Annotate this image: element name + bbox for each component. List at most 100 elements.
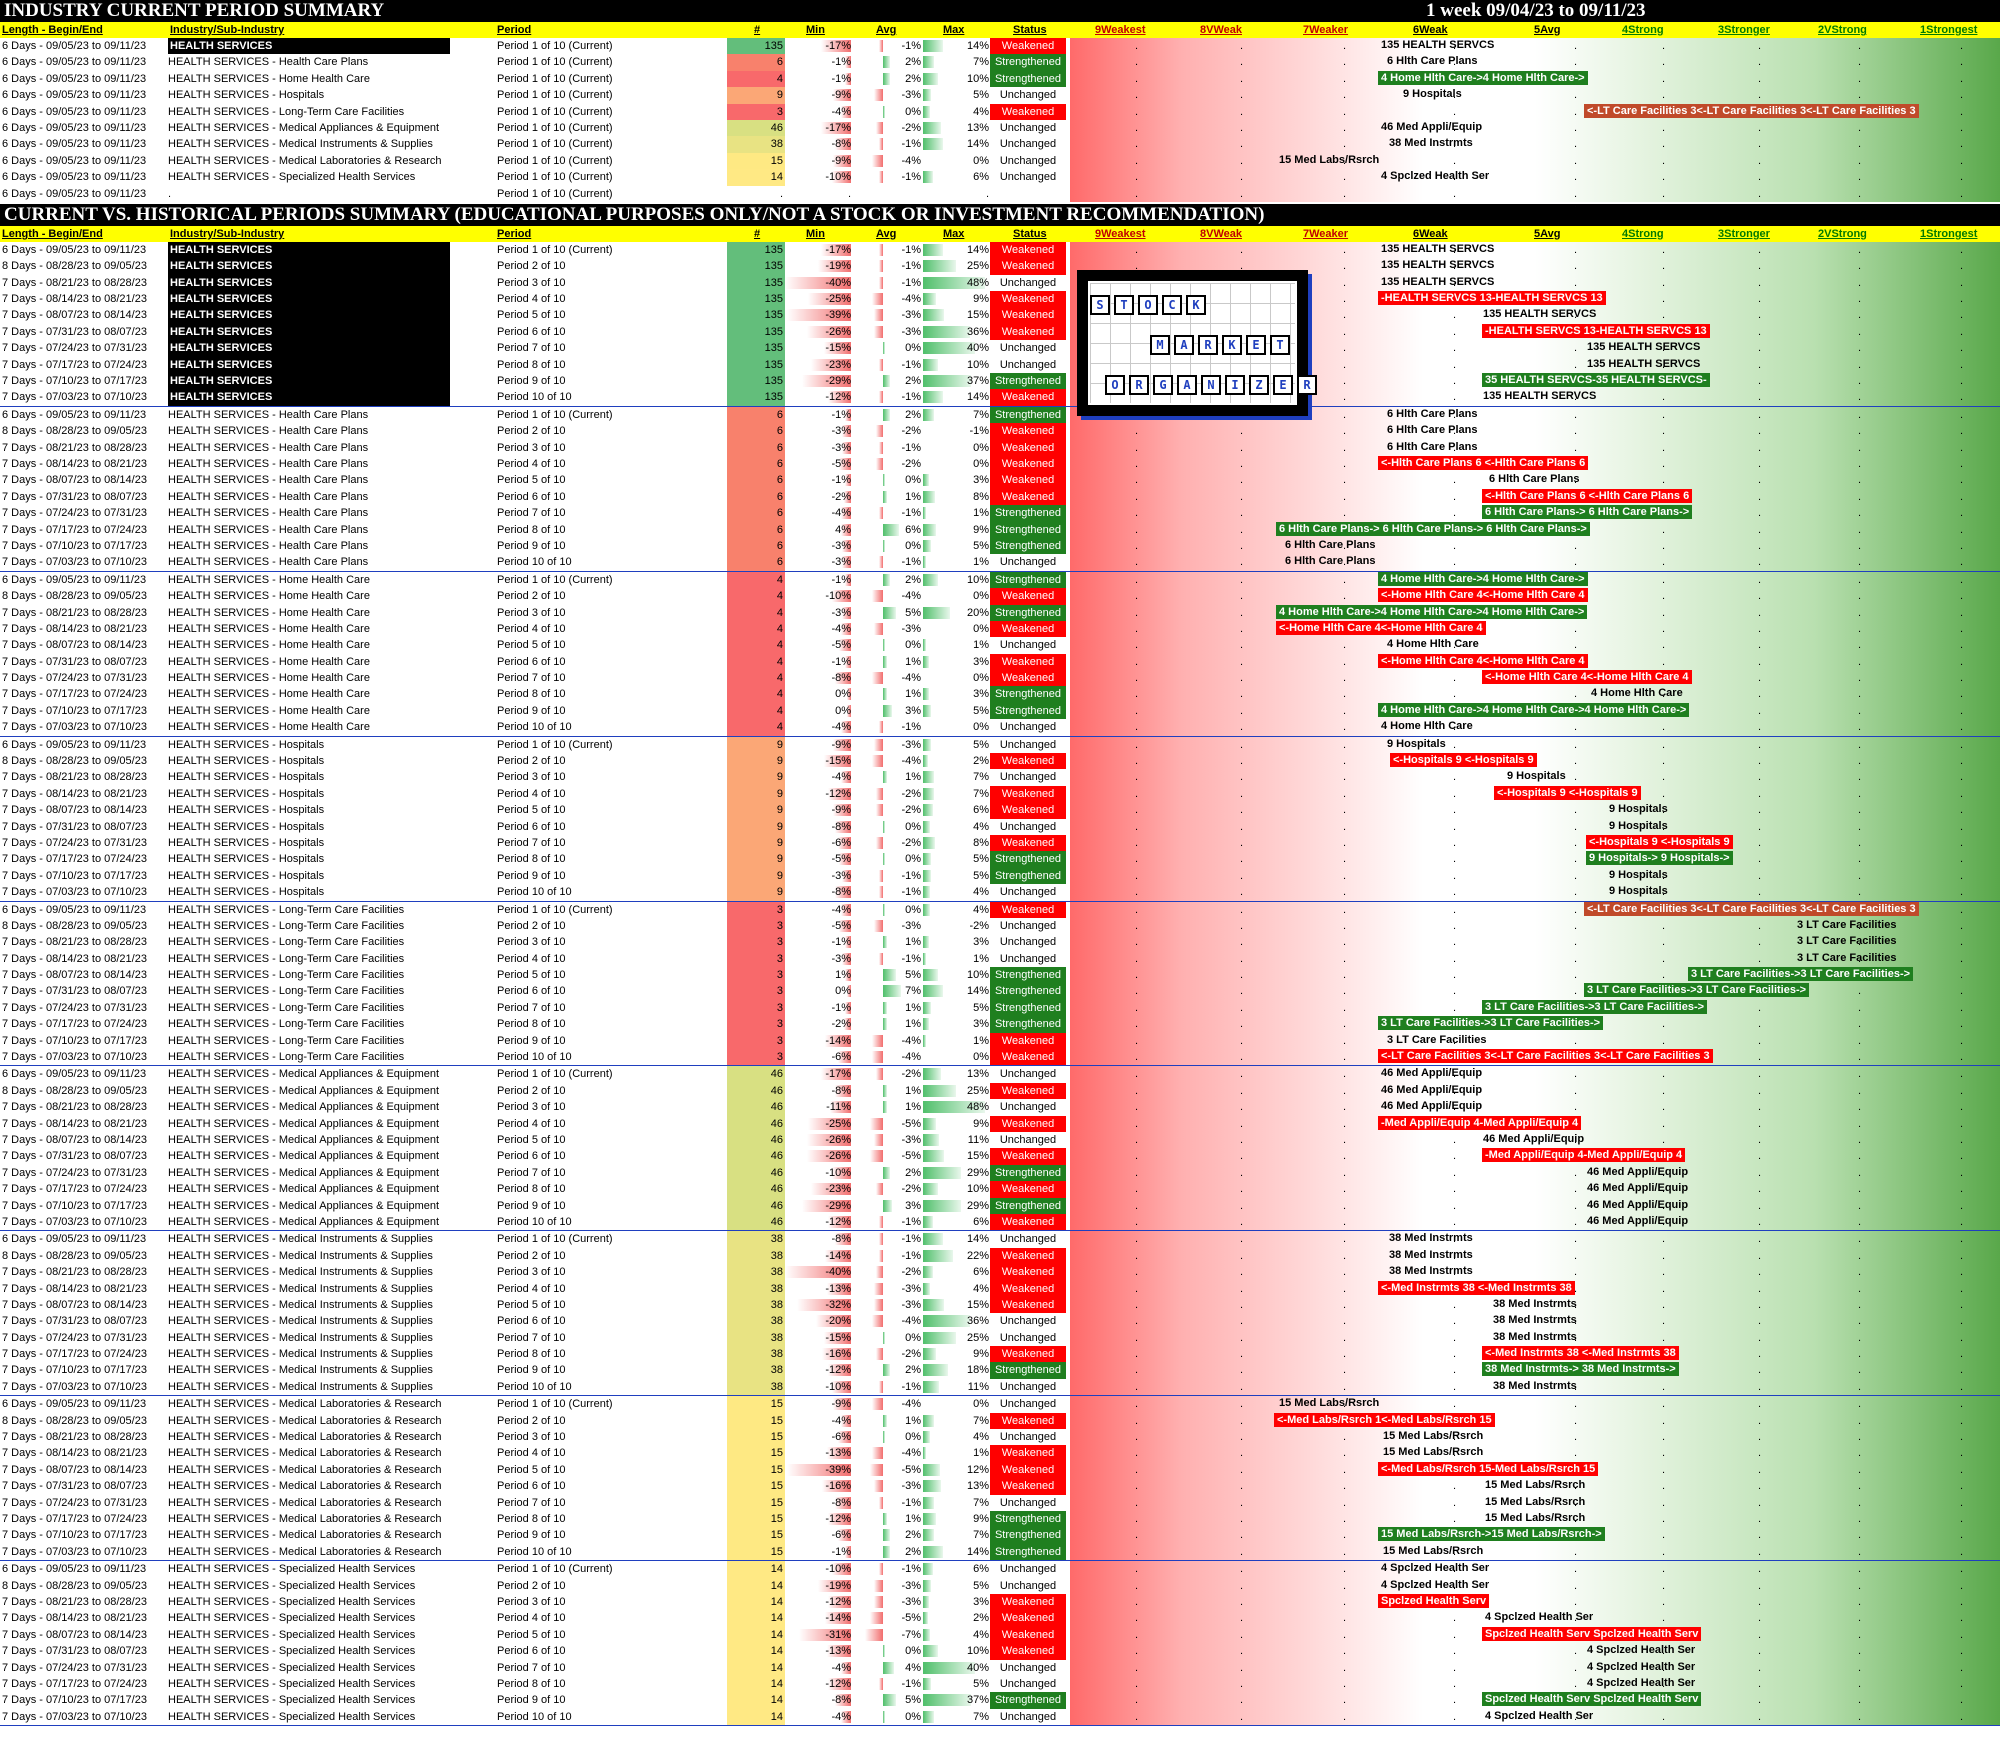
period-length: 7 Days - 08/14/23 to 08/21/23: [2, 622, 147, 635]
count-cell-bg: [727, 1082, 785, 1100]
max-change: 36%: [966, 325, 989, 338]
count-cell-bg: [727, 406, 785, 424]
logo-letter: E: [1246, 335, 1266, 355]
bucket-dot: .: [1343, 1480, 1347, 1493]
bucket-dot: .: [1960, 425, 1964, 438]
count-cell-bg: [727, 1543, 785, 1561]
period-length: 7 Days - 07/03/23 to 07/10/23: [2, 1215, 147, 1228]
period-label: Period 6 of 10: [497, 1480, 566, 1493]
strength-position-label: 9 Hospitals: [1609, 885, 1668, 898]
strength-position-label: 38 Med Instrmts: [1493, 1297, 1577, 1310]
status-badge: Weakened: [990, 1626, 1066, 1644]
bucket-dot: .: [1574, 886, 1578, 899]
bucket-dot: .: [1240, 1298, 1244, 1311]
min-change: -2%: [831, 1018, 851, 1031]
bucket-dot: .: [1453, 1364, 1457, 1377]
bucket-dot: .: [1240, 1018, 1244, 1031]
strength-position-label: 4 Home Hlth Care->4 Home Hlth Care->: [1378, 571, 1588, 586]
max-change: 4%: [973, 1282, 989, 1295]
min-change: -4%: [831, 721, 851, 734]
status-badge: Unchanged: [999, 738, 1057, 751]
max-bar: [923, 342, 975, 355]
stock-count: 135: [764, 293, 783, 306]
table-row: .........6 Days - 09/05/23 to 09/11/23. P…: [0, 185, 2000, 202]
stock-count: 15: [770, 1431, 783, 1444]
avg-change: -3%: [901, 622, 921, 635]
avg-change: -2%: [901, 787, 921, 800]
bucket-dot: .: [1858, 1364, 1862, 1377]
bucket-dots: .........: [1070, 1445, 2000, 1461]
count-cell-bg: [727, 1264, 785, 1281]
status-badge: Unchanged: [999, 121, 1057, 134]
bucket-dot: .: [1343, 358, 1347, 371]
bucket-dot: .: [1574, 985, 1578, 998]
max-change: 20%: [966, 606, 989, 619]
max-bar: [923, 1595, 929, 1608]
bucket-dot: .: [1858, 1315, 1862, 1328]
industry-name: HEALTH SERVICES - Long-Term Care Facilit…: [168, 985, 405, 998]
industry-name: HEALTH SERVICES - Medical Appliances & E…: [168, 1199, 440, 1212]
strength-position-label: 135 HEALTH SERVCS: [1587, 341, 1701, 354]
bucket-dot: .: [1574, 408, 1578, 421]
industry-name: HEALTH SERVICES - Long-Term Care Facilit…: [168, 952, 405, 965]
period-label: Period 3 of 10: [497, 771, 566, 784]
bucket-dot: .: [1574, 804, 1578, 817]
bucket-dot: .: [1858, 1595, 1862, 1608]
strength-position-label: 3 LT Care Facilities->3 LT Care Faciliti…: [1688, 967, 1914, 982]
avg-bar: [876, 1183, 883, 1196]
table-row: .........7 Days - 08/07/23 to 08/14/23HE…: [0, 967, 2000, 984]
bucket-dot: .: [1662, 738, 1666, 751]
period-label: Period 5 of 10: [497, 1298, 566, 1311]
bucket-dots: .........: [1070, 54, 2000, 70]
industry-name: HEALTH SERVICES - Medical Instruments & …: [168, 1364, 433, 1377]
min-bar: [843, 490, 851, 503]
max-change: 10%: [966, 969, 989, 982]
bucket-dot: .: [1858, 1101, 1862, 1114]
min-bar: [847, 704, 851, 717]
period-length: 7 Days - 08/07/23 to 08/14/23: [2, 1628, 147, 1641]
bucket-dot: .: [1960, 573, 1964, 586]
count-cell-bg: [727, 1527, 785, 1544]
bucket-dot: .: [1574, 105, 1578, 118]
bucket-dot: .: [1240, 1628, 1244, 1641]
bucket-dot: .: [1858, 276, 1862, 289]
strength-heat-band: [1070, 1329, 2000, 1347]
period-label: Period 1 of 10 (Current): [497, 1233, 613, 1246]
count-cell-bg: [727, 1445, 785, 1462]
max-change: 4%: [973, 1628, 989, 1641]
count-cell-bg: [727, 1132, 785, 1149]
bucket-dot: .: [1453, 985, 1457, 998]
bucket-dot: .: [1858, 187, 1862, 200]
strength-heat-band: [1070, 119, 2000, 137]
count-cell-bg: [727, 1478, 785, 1495]
min-bar: [828, 1215, 851, 1228]
bucket-dot: .: [1240, 1266, 1244, 1279]
strength-position-label: 3 LT Care Facilities->3 LT Care Faciliti…: [1584, 983, 1810, 998]
min-bar: [845, 1545, 851, 1558]
bucket-dot: .: [1240, 1496, 1244, 1509]
bucket-dots: .........: [1070, 1214, 2000, 1230]
max-change: 14%: [966, 138, 989, 151]
min-bar: [840, 721, 851, 734]
stock-count: 4: [776, 606, 783, 619]
min-change: -1%: [831, 655, 851, 668]
bucket-dot: .: [1135, 1529, 1139, 1542]
bucket-dot: .: [1960, 1447, 1964, 1460]
min-change: -25%: [825, 1117, 851, 1130]
bucket-dot: .: [1453, 969, 1457, 982]
bucket-dot: .: [1135, 755, 1139, 768]
period-length: 6 Days - 09/05/23 to 09/11/23: [2, 105, 147, 118]
avg-change: -2%: [901, 425, 921, 438]
min-change: -12%: [825, 391, 851, 404]
bucket-dot: .: [1960, 375, 1964, 388]
period-length: 7 Days - 08/07/23 to 08/14/23: [2, 474, 147, 487]
avg-change: 0%: [905, 639, 921, 652]
bucket-dot: .: [1574, 969, 1578, 982]
count-cell-bg: [727, 1280, 785, 1297]
stock-count: 9: [776, 771, 783, 784]
status-badge: Strengthened: [990, 999, 1066, 1017]
bucket-dot: .: [1758, 1215, 1762, 1228]
bucket-dot: .: [1343, 72, 1347, 85]
avg-change: 1%: [905, 1414, 921, 1427]
bucket-dot: .: [1135, 936, 1139, 949]
